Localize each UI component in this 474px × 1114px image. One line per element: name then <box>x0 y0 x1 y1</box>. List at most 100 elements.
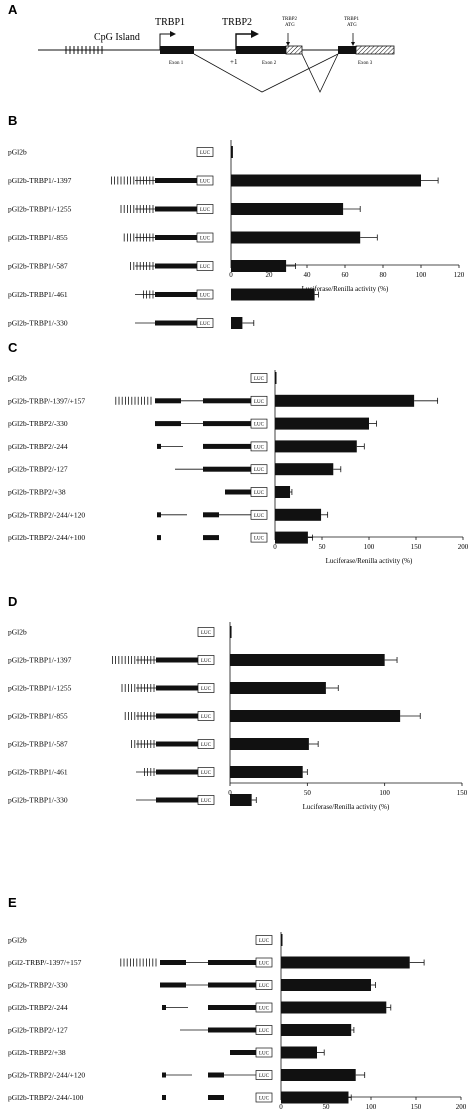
panel-letter-e: E <box>8 895 17 910</box>
bar <box>281 1046 317 1059</box>
exon2-label: Exon 2 <box>262 61 277 66</box>
trbp2-atg-arrowhead <box>286 42 290 46</box>
x-tick-label: 20 <box>266 271 274 279</box>
bar <box>230 738 309 750</box>
bar <box>281 979 371 991</box>
bar <box>231 146 233 158</box>
bar <box>231 174 421 187</box>
exon3-label: Exon 3 <box>358 61 373 66</box>
construct-label: pGl2b-TRBP2/-330 <box>8 981 68 990</box>
bar-row: pGl2b-TRBP2/-330 LUC <box>8 979 376 991</box>
luc-box <box>255 935 273 945</box>
exon-2-coding <box>285 45 303 55</box>
construct-label: pGl2b-TRBP1/-461 <box>8 768 68 777</box>
exon-1-segment <box>156 769 198 775</box>
construct-label: pGl2b-TRBP2/-244/-100 <box>8 1093 84 1102</box>
bar <box>231 317 243 329</box>
x-tick-label: 50 <box>304 789 312 797</box>
luc-label: LUC <box>200 180 211 185</box>
construct-label: pGl2b-TRBP2/+38 <box>8 488 66 497</box>
exon-segment <box>208 1095 224 1100</box>
luc-label: LUC <box>254 445 265 450</box>
construct-label: pGl2b-TRBP1/-1397 <box>8 176 72 185</box>
construct-label: pGl2b <box>8 148 27 157</box>
construct-label: pGl2b-TRBP2/-127 <box>8 465 68 474</box>
x-tick-label: 0 <box>279 1103 283 1111</box>
bar-row: pGl2b LUC <box>8 626 232 638</box>
exon-2 <box>236 46 286 54</box>
bar-row: pGl2b-TRBP2/-244/+120 LUC <box>8 508 329 521</box>
bar <box>230 710 401 722</box>
construct-label: pGl2b <box>8 628 27 637</box>
x-tick-label: 60 <box>342 271 350 279</box>
luc-box <box>196 261 214 271</box>
exon-1 <box>160 46 194 54</box>
bar <box>230 654 385 666</box>
exon-segment <box>208 960 232 965</box>
construct-label: pGl2b-TRBP2/-127 <box>8 1026 68 1035</box>
bar <box>230 766 303 778</box>
luc-box <box>197 767 215 777</box>
bar-row: pGl2b-TRBP2/-244/+100 LUC <box>8 531 314 544</box>
luc-box <box>196 175 214 186</box>
luc-label: LUC <box>201 771 212 776</box>
bar <box>231 288 315 301</box>
panel-letter-d: D <box>8 594 17 609</box>
luc-label: LUC <box>201 631 212 636</box>
luc-label: LUC <box>259 1029 270 1034</box>
exon-segment <box>160 982 186 988</box>
bar <box>281 1001 387 1014</box>
trbp2-atg-label: TRBP2 ATG <box>282 17 298 28</box>
luc-label: LUC <box>259 1007 270 1012</box>
luc-box <box>196 147 214 157</box>
bar-row: pGl2b-TRBP2/+38 LUC <box>8 1046 325 1059</box>
luc-box <box>250 418 268 429</box>
bar-row: pGl2b-TRBP1/-1397 LUC <box>8 654 398 666</box>
x-tick-label: 50 <box>323 1103 331 1111</box>
bar <box>231 203 344 215</box>
luc-label: LUC <box>201 799 212 804</box>
luc-label: LUC <box>259 1074 270 1079</box>
bar-row: pGl2b-TRBP/-1397/+157 LUC <box>8 394 439 407</box>
trbp1-arrowhead <box>170 31 176 37</box>
bar <box>230 794 252 806</box>
bar-row: pGl2b LUC <box>8 934 283 946</box>
luc-label: LUC <box>259 939 270 944</box>
exon-segment <box>208 1005 256 1010</box>
exon-1-segment <box>155 178 197 183</box>
bar <box>281 1069 356 1081</box>
exon-segment <box>203 512 219 518</box>
construct-label: pGl2b-TRBP2/-244/+120 <box>8 1071 85 1080</box>
x-tick-label: 150 <box>411 1103 422 1111</box>
bar <box>275 394 415 407</box>
splice-exon2-exon3 <box>301 53 339 93</box>
exon-segment <box>155 398 181 404</box>
exon-segment <box>208 1072 224 1078</box>
luc-box <box>196 204 214 214</box>
panel-c: C 0 50 100 150 200 Luciferase/Renilla activity… <box>8 340 469 565</box>
bar-row: pGl2b-TRBP1/-330 LUC <box>8 794 257 806</box>
exon-1-segment <box>156 713 198 719</box>
bar-row: pGl2b-TRBP1/-1255 LUC <box>8 203 361 215</box>
x-tick-label: 50 <box>319 543 327 551</box>
bar-row: pGl2b-TRBP1/-587 LUC <box>8 738 319 750</box>
trbp1-label: TRBP1 <box>155 17 185 28</box>
bar <box>275 508 322 521</box>
exon-segment <box>203 443 251 449</box>
exon-segment <box>232 960 256 965</box>
exon-segment <box>230 1050 256 1055</box>
bar <box>275 531 308 544</box>
luc-label: LUC <box>254 514 265 519</box>
luc-box <box>197 655 215 665</box>
exon-1-segment <box>155 206 197 212</box>
construct-label: pGl2b-TRBP1/-1397 <box>8 656 72 665</box>
exon-segment <box>160 960 186 965</box>
bar-row: pGl2b-TRBP1/-461 LUC <box>8 288 319 301</box>
luc-label: LUC <box>254 491 265 496</box>
x-axis-title: Luciferase/Renilla activity (%) <box>326 557 413 565</box>
bar-row: pGl2b-TRBP1/-461 LUC <box>8 766 308 778</box>
bar <box>281 956 410 969</box>
luc-label: LUC <box>200 322 211 327</box>
exon-segment <box>162 1005 166 1010</box>
